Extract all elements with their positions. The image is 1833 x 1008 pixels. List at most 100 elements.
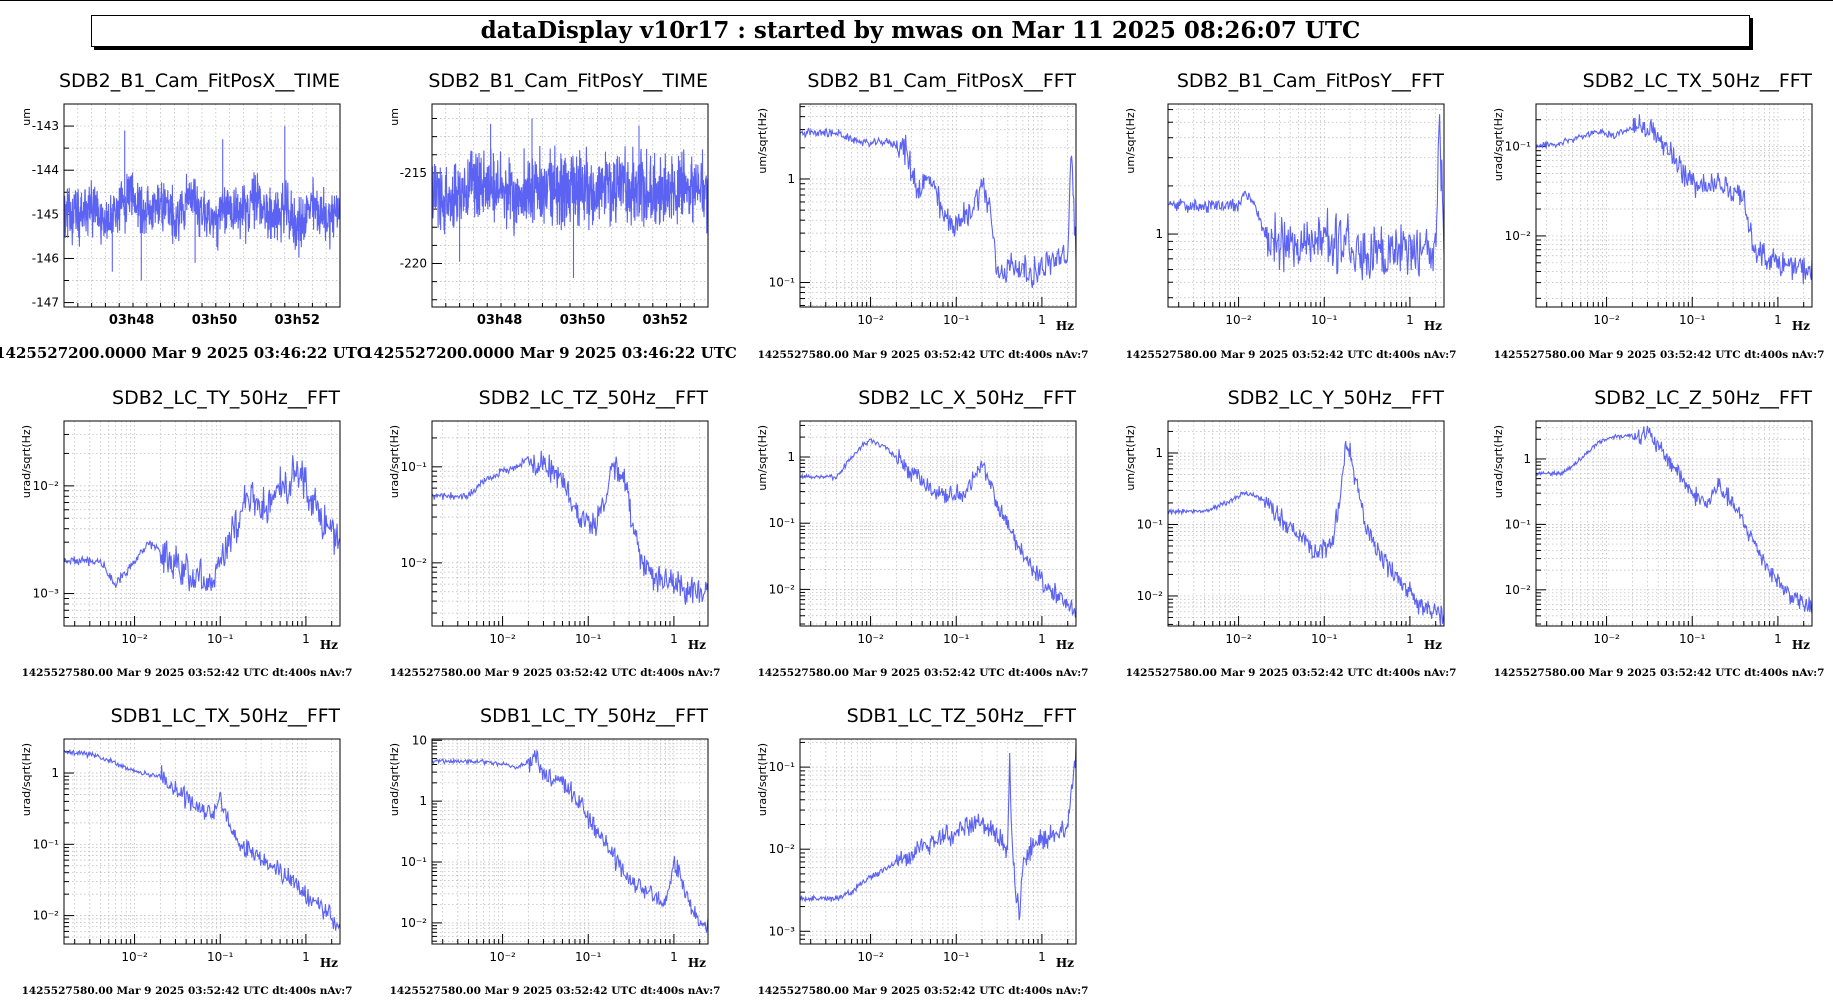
chart-panel-8: SDB2_LC_X_50Hz__FFT um/sqrt(Hz) 1 10⁻¹ 10⁻² 1…	[756, 387, 1088, 679]
data-series-line	[1168, 114, 1444, 281]
x-unit-label: Hz	[320, 956, 338, 970]
chart-grid	[1536, 104, 1812, 307]
y-tick-label: 10⁻¹	[401, 855, 428, 869]
y-tick-label: 1	[1155, 446, 1163, 460]
data-series-line	[800, 127, 1076, 289]
y-tick-label: 10⁻²	[1505, 229, 1532, 243]
chart-title: SDB2_B1_Cam_FitPosX__FFT	[807, 70, 1076, 92]
x-tick-label: 10⁻²	[121, 632, 148, 646]
x-unit-label: Hz	[688, 638, 706, 652]
y-axis-label: urad/sqrt(Hz)	[20, 743, 33, 816]
chart-grid	[432, 421, 708, 626]
plot-frame	[799, 420, 1077, 627]
plot-footer: 1425527580.00 Mar 9 2025 03:52:42 UTC dt…	[1126, 667, 1457, 679]
chart-panel-6: SDB2_LC_TY_50Hz__FFT urad/sqrt(Hz) 10⁻² 10⁻…	[20, 387, 352, 679]
x-unit-label: Hz	[1424, 638, 1442, 652]
plot-frame	[1535, 420, 1813, 627]
y-tick-label: 10⁻¹	[33, 837, 60, 851]
y-tick-label: 10⁻²	[769, 582, 796, 596]
chart-title: SDB2_LC_TX_50Hz__FFT	[1583, 70, 1813, 92]
data-series-line	[1168, 441, 1444, 626]
y-tick-label: 1	[419, 794, 427, 808]
chart-title: SDB1_LC_TY_50Hz__FFT	[480, 705, 708, 727]
y-axis-label: um/sqrt(Hz)	[756, 425, 769, 491]
chart-title: SDB1_LC_TZ_50Hz__FFT	[847, 705, 1077, 727]
x-unit-label: Hz	[1424, 319, 1442, 333]
y-tick-label: 1	[1523, 452, 1531, 466]
x-tick-label: 03h52	[643, 313, 688, 328]
y-tick-label: -220	[400, 257, 427, 271]
chart-grid	[1168, 104, 1444, 307]
y-tick-label: 10⁻¹	[401, 460, 428, 474]
x-tick-label: 03h52	[275, 313, 320, 328]
plot-footer: 1425527580.00 Mar 9 2025 03:52:42 UTC dt…	[390, 667, 721, 679]
x-tick-label: 1	[1774, 632, 1782, 646]
x-tick-label: 10⁻¹	[943, 632, 970, 646]
chart-title: SDB2_LC_Y_50Hz__FFT	[1228, 387, 1445, 409]
x-unit-label: Hz	[1056, 956, 1074, 970]
top-border-line	[0, 0, 1833, 1]
data-series-line	[800, 743, 1076, 921]
plot-frame	[1167, 420, 1445, 627]
plot-footer: 1425527580.00 Mar 9 2025 03:52:42 UTC dt…	[758, 667, 1089, 679]
plot-footer: 1425527200.0000 Mar 9 2025 03:46:22 UTC	[363, 344, 737, 362]
plot-frame	[63, 103, 341, 308]
x-tick-label: 10⁻¹	[207, 950, 234, 964]
chart-title: SDB2_LC_TY_50Hz__FFT	[112, 387, 340, 409]
y-tick-label: -145	[32, 207, 59, 221]
chart-panel-11: SDB1_LC_TX_50Hz__FFT urad/sqrt(Hz) 1 10⁻¹ 10…	[20, 705, 352, 997]
plot-footer: 1425527580.00 Mar 9 2025 03:52:42 UTC dt…	[1126, 349, 1457, 361]
plot-frame	[431, 738, 709, 945]
y-tick-label: 10⁻²	[1505, 583, 1532, 597]
y-tick-label: 1	[787, 172, 795, 186]
plot-footer: 1425527580.00 Mar 9 2025 03:52:42 UTC dt…	[22, 985, 353, 997]
y-axis-label: um/sqrt(Hz)	[756, 108, 769, 174]
chart-title: SDB2_LC_X_50Hz__FFT	[858, 387, 1076, 409]
x-tick-label: 10⁻²	[857, 313, 884, 327]
x-tick-label: 1	[670, 632, 678, 646]
y-tick-label: 10⁻¹	[769, 276, 796, 290]
x-tick-label: 10⁻¹	[943, 313, 970, 327]
plot-footer: 1425527580.00 Mar 9 2025 03:52:42 UTC dt…	[390, 985, 721, 997]
x-tick-label: 10⁻¹	[1679, 313, 1706, 327]
data-series-line	[64, 749, 340, 931]
x-tick-label: 03h48	[109, 313, 154, 328]
plot-footer: 1425527200.0000 Mar 9 2025 03:46:22 UTC	[0, 344, 369, 362]
chart-grid	[1536, 421, 1812, 626]
y-axis-label: urad/sqrt(Hz)	[20, 425, 33, 498]
y-tick-label: 10⁻³	[769, 924, 796, 938]
y-tick-label: 10⁻¹	[1137, 517, 1164, 531]
page-title: dataDisplay v10r17 : started by mwas on …	[91, 15, 1750, 47]
data-series-line	[1536, 114, 1812, 285]
y-tick-label: -147	[32, 296, 59, 310]
y-tick-label: -215	[400, 166, 427, 180]
y-axis-label: urad/sqrt(Hz)	[1492, 108, 1505, 181]
data-series-line	[432, 450, 708, 605]
plot-frame	[431, 103, 709, 308]
data-series-line	[800, 438, 1076, 619]
plot-footer: 1425527580.00 Mar 9 2025 03:52:42 UTC dt…	[1494, 667, 1825, 679]
plot-frame	[1167, 103, 1445, 308]
x-tick-label: 10⁻²	[857, 632, 884, 646]
x-tick-label: 10⁻²	[1593, 313, 1620, 327]
x-tick-label: 03h50	[560, 313, 605, 328]
x-tick-label: 1	[1038, 950, 1046, 964]
x-tick-label: 10⁻¹	[575, 632, 602, 646]
x-tick-label: 1	[670, 950, 678, 964]
x-tick-label: 10⁻²	[1225, 632, 1252, 646]
y-tick-label: 10⁻¹	[1505, 140, 1532, 154]
x-tick-label: 10⁻¹	[1679, 632, 1706, 646]
x-tick-label: 10⁻¹	[1311, 632, 1338, 646]
x-unit-label: Hz	[1792, 638, 1810, 652]
data-series-line	[432, 118, 708, 278]
x-tick-label: 1	[302, 632, 310, 646]
y-tick-label: 10⁻³	[33, 587, 60, 601]
y-tick-label: 1	[787, 450, 795, 464]
chart-panel-4: SDB2_B1_Cam_FitPosY__FFT um/sqrt(Hz) 1 10⁻²…	[1124, 70, 1456, 361]
y-tick-label: -144	[32, 163, 59, 177]
plot-footer: 1425527580.00 Mar 9 2025 03:52:42 UTC dt…	[758, 349, 1089, 361]
y-tick-label: 10⁻²	[33, 909, 60, 923]
x-tick-label: 1	[1038, 313, 1046, 327]
